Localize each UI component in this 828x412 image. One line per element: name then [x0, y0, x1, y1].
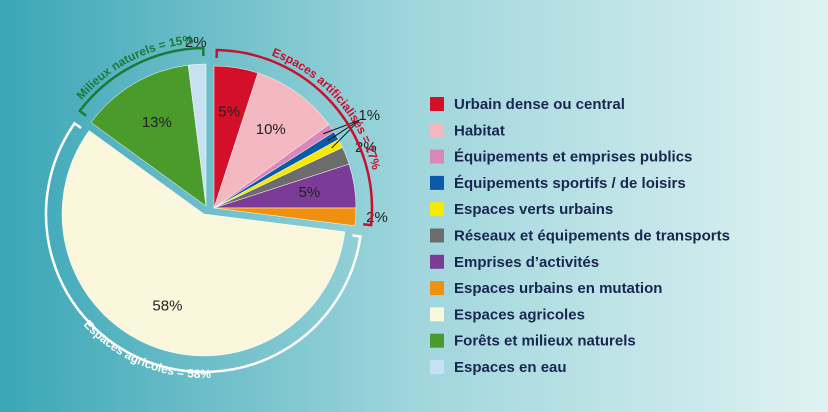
value-label: 1% — [358, 107, 380, 124]
legend-swatch — [430, 360, 444, 374]
value-label: 13% — [142, 114, 172, 131]
value-label: 5% — [299, 184, 321, 201]
legend-label: Équipements et emprises publics — [454, 149, 692, 166]
group-bracket — [215, 48, 374, 227]
pie-slice — [187, 63, 207, 207]
legend-label: Habitat — [454, 122, 505, 139]
legend-swatch — [430, 333, 444, 348]
legend-label: Emprises d’activités — [454, 254, 599, 271]
pie-slice — [213, 72, 330, 209]
pie-slice — [90, 64, 207, 207]
group-bracket — [78, 46, 205, 117]
legend-swatch — [430, 202, 444, 217]
legend-label: Espaces verts urbains — [454, 201, 613, 218]
legend-swatch — [430, 123, 444, 138]
label-pointer — [323, 119, 360, 135]
value-label: 5% — [218, 104, 240, 121]
legend-label: Forêts et milieux naturels — [454, 333, 636, 350]
legend-label: Équipements sportifs / de loisirs — [454, 175, 686, 192]
legend-swatch — [430, 97, 444, 111]
value-label: 58% — [152, 297, 182, 314]
group-bracket — [44, 121, 362, 374]
legend-swatch — [430, 254, 444, 269]
legend-swatch — [430, 175, 444, 190]
value-label: 2% — [185, 34, 207, 51]
legend-label: Espaces urbains en mutation — [454, 280, 662, 297]
label-pointer — [327, 119, 360, 142]
legend-swatch — [430, 228, 444, 243]
label-pointer — [331, 119, 360, 149]
legend-swatch — [430, 307, 444, 322]
legend-swatch — [430, 281, 444, 296]
legend-label: Espaces en eau — [454, 359, 567, 376]
pie-slice — [213, 207, 357, 227]
legend-swatch — [430, 149, 444, 164]
pie-slice — [61, 130, 346, 357]
value-label: 10% — [256, 121, 286, 138]
legend-label: Espaces agricoles — [454, 306, 585, 323]
legend-label: Réseaux et équipements de transports — [454, 227, 730, 244]
legend-label: Urbain dense ou central — [454, 96, 625, 113]
